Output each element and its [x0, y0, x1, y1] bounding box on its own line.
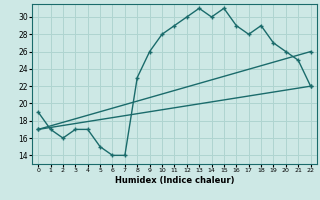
X-axis label: Humidex (Indice chaleur): Humidex (Indice chaleur)	[115, 176, 234, 185]
